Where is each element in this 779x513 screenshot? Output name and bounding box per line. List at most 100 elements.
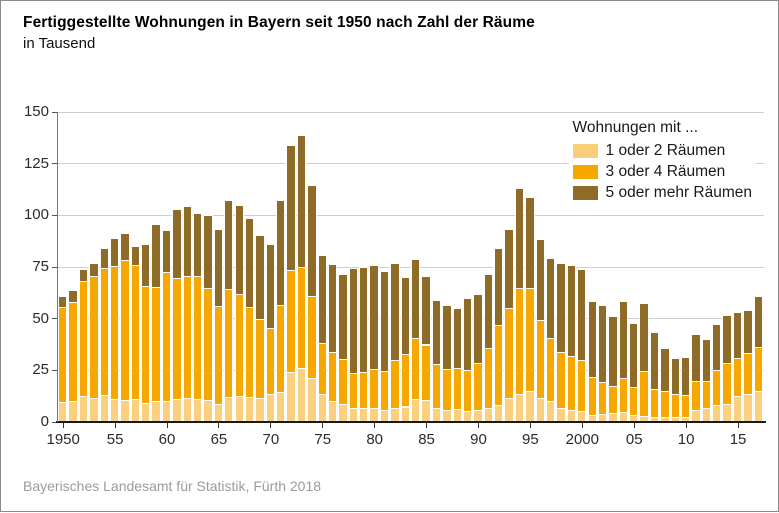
x-tick-1955: [114, 423, 116, 428]
bar-1953: [89, 112, 99, 422]
segment-5plus-1997: [545, 257, 556, 339]
bar-1973: [296, 112, 307, 422]
segment-3-4-1989: [462, 370, 473, 411]
segment-1-2-1959: [151, 401, 161, 422]
x-axis-label-1975: 75: [314, 431, 332, 448]
bar-1982: [390, 112, 400, 422]
segment-3-4-1999: [566, 355, 577, 410]
segment-5plus-2000: [577, 269, 587, 360]
bar-2017: [753, 112, 763, 422]
y-axis-label-125: 125: [23, 154, 49, 172]
bar-2006: [639, 112, 649, 422]
segment-1-2-1978: [348, 407, 359, 422]
segment-1-2-1970: [265, 394, 276, 422]
segment-1-2-1971: [276, 392, 286, 422]
segment-5plus-2016: [743, 310, 753, 353]
x-axis-label-2015: 15: [729, 431, 747, 448]
segment-3-4-1987: [442, 369, 452, 410]
bar-2000: [577, 112, 587, 422]
segment-3-4-1998: [556, 351, 566, 408]
bar-1966: [224, 112, 234, 422]
segment-3-4-1964: [203, 287, 213, 401]
bar-1991: [483, 112, 494, 422]
bar-1951: [68, 112, 78, 422]
segment-3-4-1957: [130, 264, 141, 400]
segment-5plus-1979: [359, 267, 369, 373]
bar-1986: [431, 112, 442, 422]
y-tick-25: [52, 369, 58, 371]
segment-5plus-2015: [732, 312, 743, 358]
segment-3-4-1996: [535, 319, 545, 399]
bar-2014: [722, 112, 732, 422]
bar-1988: [452, 112, 462, 422]
bar-1957: [130, 112, 141, 422]
bar-2008: [660, 112, 670, 422]
bar-1962: [182, 112, 192, 422]
segment-5plus-1991: [483, 274, 494, 348]
segment-3-4-2003: [608, 385, 618, 413]
segment-1-2-1964: [203, 400, 213, 422]
segment-5plus-1976: [327, 263, 338, 352]
gridline-150: [58, 111, 764, 113]
segment-3-4-1973: [296, 267, 307, 369]
segment-3-4-2013: [712, 370, 722, 406]
segment-5plus-2017: [753, 295, 763, 347]
segment-5plus-1952: [78, 269, 89, 282]
bar-1950: [58, 112, 68, 422]
segment-3-4-2011: [691, 380, 701, 410]
segment-5plus-2009: [670, 357, 680, 395]
bar-1999: [566, 112, 577, 422]
segment-5plus-1980: [369, 264, 379, 370]
segment-1-2-1992: [494, 405, 504, 422]
segment-5plus-1955: [109, 238, 120, 266]
legend-swatch-light: [572, 144, 598, 158]
segment-5plus-1967: [234, 205, 244, 294]
segment-1-2-1972: [286, 372, 296, 422]
bar-1955: [109, 112, 120, 422]
bar-1965: [213, 112, 224, 422]
segment-5plus-1969: [255, 234, 265, 319]
segment-3-4-1959: [151, 286, 161, 402]
segment-3-4-2016: [743, 352, 753, 395]
bar-1960: [161, 112, 172, 422]
segment-3-4-2015: [732, 357, 743, 397]
bar-2001: [587, 112, 597, 422]
segment-1-2-2014: [722, 404, 732, 422]
legend-label: 1 oder 2 Räumen: [605, 142, 726, 159]
legend-title: Wohnungen mit ...: [572, 119, 699, 136]
y-axis-label-75: 75: [32, 258, 49, 275]
segment-1-2-1973: [296, 368, 307, 422]
segment-1-2-2002: [597, 413, 608, 422]
bar-2016: [743, 112, 753, 422]
segment-3-4-1975: [317, 343, 327, 395]
bar-1980: [369, 112, 379, 422]
y-axis-label-100: 100: [23, 206, 49, 224]
bar-1989: [462, 112, 473, 422]
bar-1998: [556, 112, 566, 422]
x-tick-2000: [581, 423, 583, 428]
segment-1-2-1983: [400, 406, 410, 422]
segment-3-4-1984: [411, 338, 421, 400]
x-tick-1950: [62, 423, 64, 428]
segment-1-2-1952: [78, 396, 89, 422]
segment-3-4-1991: [483, 347, 494, 408]
bar-1975: [317, 112, 327, 422]
segment-5plus-1960: [161, 229, 172, 273]
y-axis-label-25: 25: [32, 361, 49, 379]
bar-1996: [535, 112, 545, 422]
segment-1-2-1976: [327, 401, 338, 422]
x-axis-label-1960: 60: [158, 431, 176, 448]
segment-1-2-1980: [369, 407, 379, 422]
x-axis-label-2005: 05: [625, 431, 643, 448]
segment-3-4-1988: [452, 368, 462, 409]
segment-3-4-2001: [587, 376, 597, 415]
segment-5plus-1987: [442, 305, 452, 370]
legend-label: 3 oder 4 Räumen: [605, 163, 726, 180]
segment-1-2-1951: [68, 401, 78, 422]
segment-1-2-1969: [255, 398, 265, 422]
segment-5plus-1963: [192, 213, 203, 277]
segment-5plus-1962: [182, 206, 192, 277]
segment-1-2-1989: [462, 410, 473, 422]
segment-5plus-2002: [597, 305, 608, 382]
segment-3-4-1965: [213, 306, 224, 405]
